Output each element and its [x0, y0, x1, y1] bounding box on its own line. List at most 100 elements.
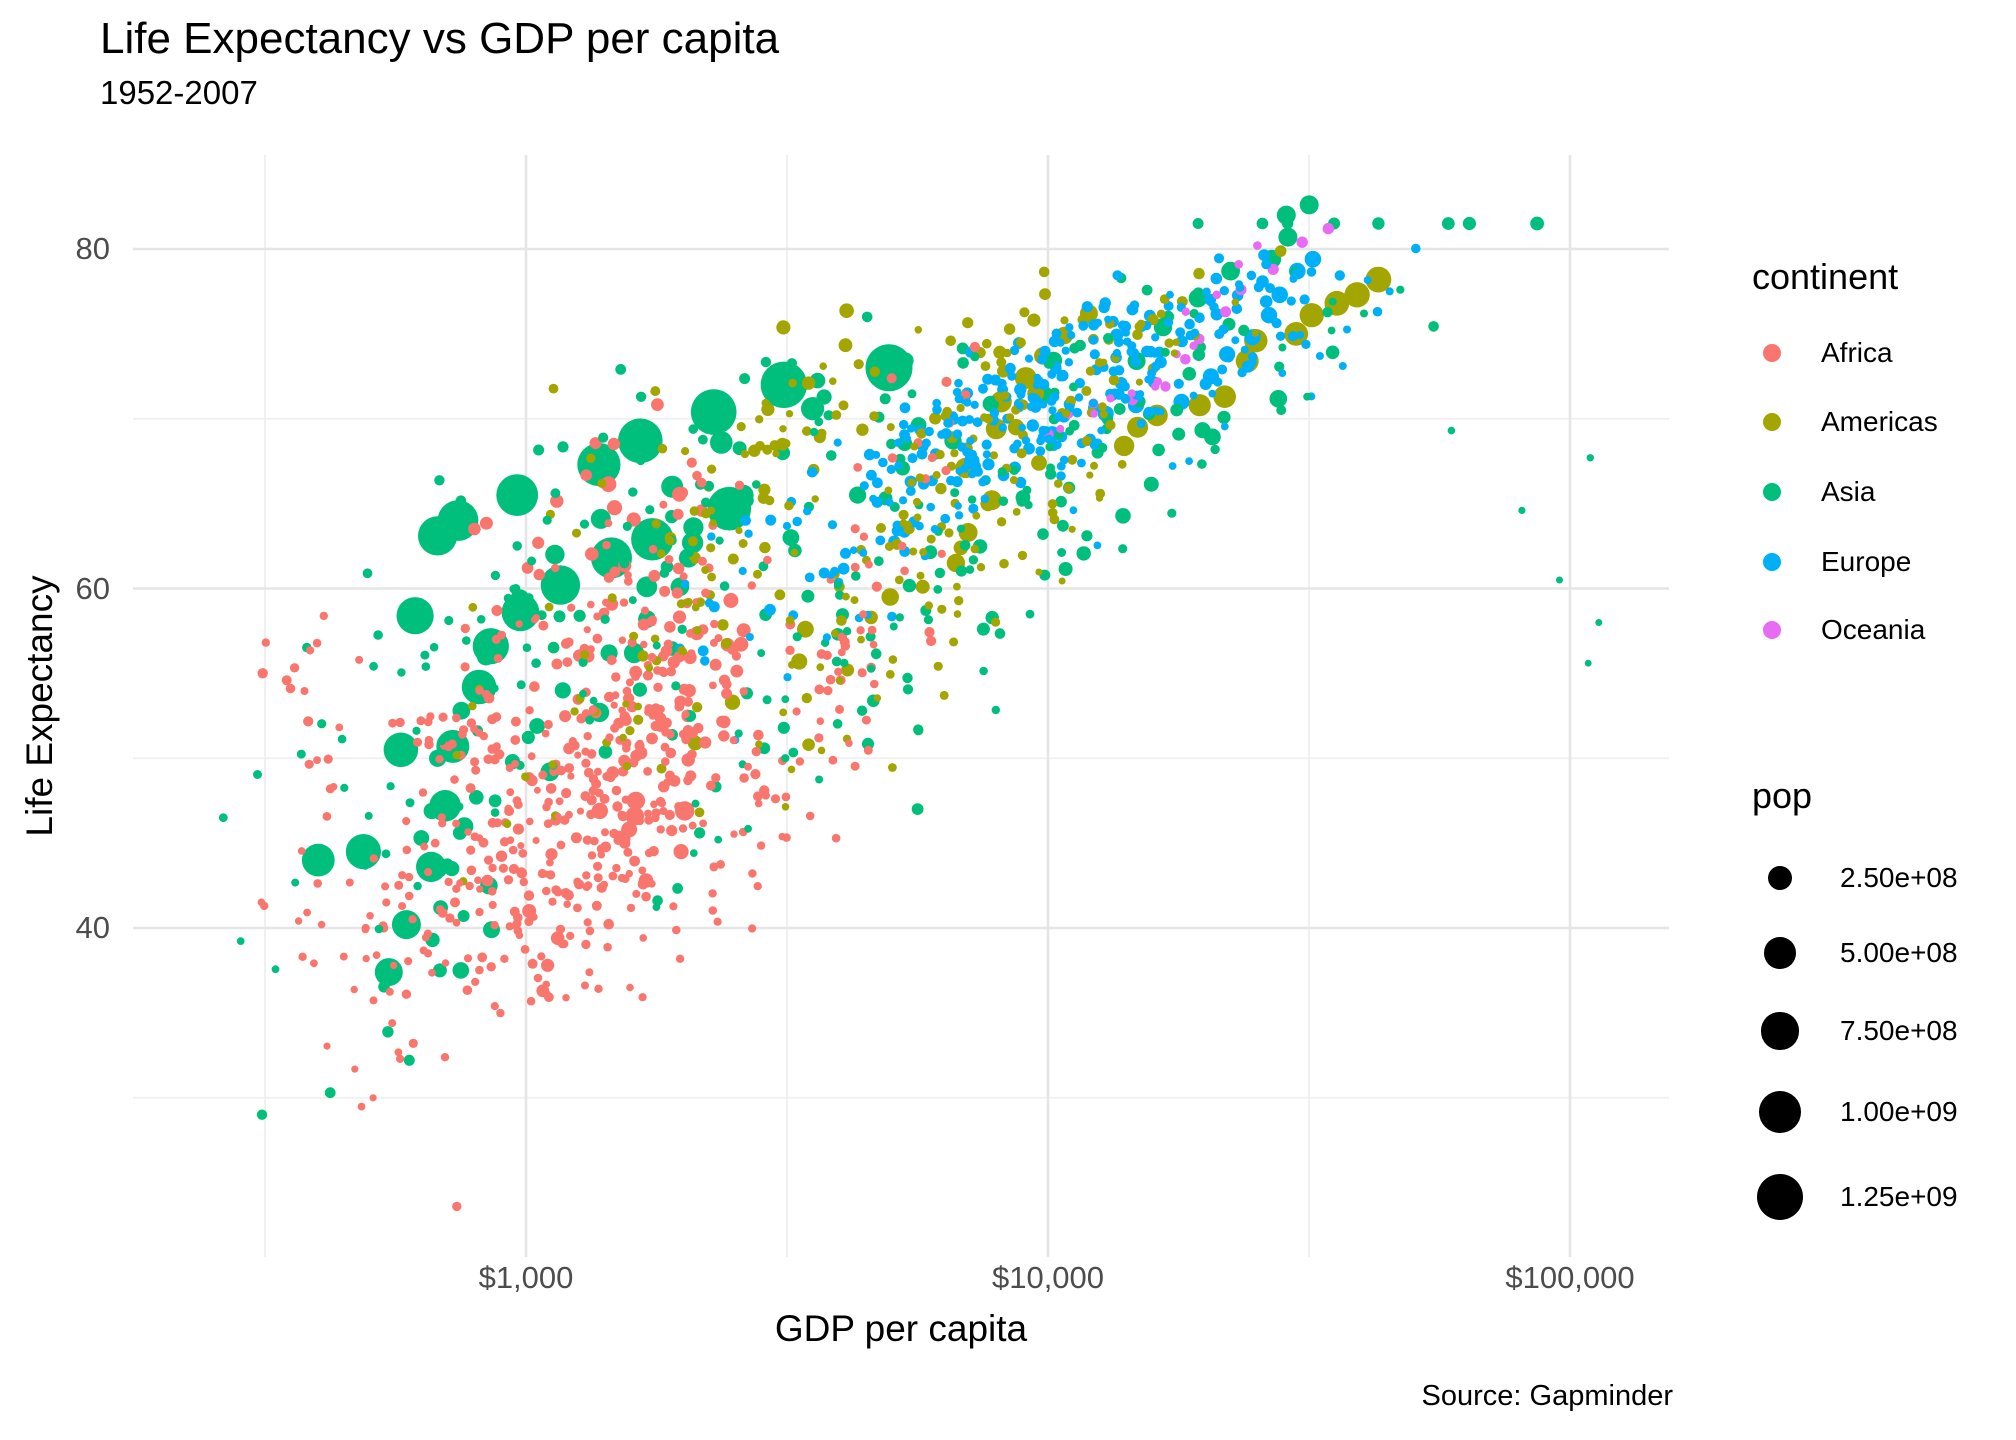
data-point	[1058, 577, 1066, 585]
data-point	[618, 636, 627, 644]
data-point	[1015, 476, 1027, 489]
data-point	[567, 772, 575, 780]
data-point	[1047, 507, 1058, 518]
data-point	[648, 544, 658, 554]
data-point	[317, 719, 327, 729]
data-point	[548, 383, 559, 394]
data-point	[587, 600, 595, 609]
data-point	[744, 762, 752, 771]
data-point	[950, 449, 959, 458]
data-point	[648, 880, 656, 888]
data-point	[1208, 389, 1217, 398]
data-point	[621, 795, 630, 804]
data-point	[597, 478, 607, 488]
data-point	[957, 357, 969, 369]
legend-label: Africa	[1821, 337, 1893, 368]
data-point	[719, 581, 730, 591]
data-point	[1306, 267, 1317, 277]
data-point	[388, 1019, 397, 1028]
data-point	[543, 990, 551, 998]
data-point	[1192, 287, 1205, 300]
data-point	[915, 521, 924, 531]
data-point	[388, 718, 397, 728]
data-point	[602, 540, 611, 550]
data-point	[723, 593, 739, 608]
x-tick-label: $1,000	[478, 1260, 574, 1295]
data-point	[1115, 508, 1131, 524]
data-point	[957, 442, 967, 452]
data-point	[816, 389, 832, 405]
data-point	[629, 855, 640, 867]
data-point	[1259, 295, 1273, 308]
data-point	[337, 734, 347, 744]
data-point	[801, 589, 815, 603]
data-point	[1066, 331, 1076, 340]
data-point	[1085, 366, 1095, 376]
data-point	[385, 987, 394, 996]
data-point	[1271, 318, 1282, 329]
data-point	[493, 654, 503, 663]
data-point	[1093, 541, 1102, 550]
data-point	[869, 366, 880, 377]
data-point	[518, 849, 528, 858]
data-point	[481, 874, 494, 887]
data-point	[795, 757, 805, 766]
data-point	[916, 428, 927, 439]
data-point	[894, 438, 903, 448]
data-point	[625, 869, 633, 878]
data-point	[635, 739, 644, 748]
data-point	[980, 494, 990, 504]
legend-label: Americas	[1821, 406, 1938, 437]
data-point	[1447, 426, 1456, 435]
data-point	[490, 684, 499, 693]
data-point	[633, 750, 642, 759]
data-point	[1441, 217, 1455, 230]
chart-title: Life Expectancy vs GDP per capita	[100, 14, 780, 63]
data-point	[1253, 282, 1264, 293]
data-point	[538, 770, 548, 780]
data-point	[833, 580, 843, 590]
legend-label: Europe	[1821, 546, 1912, 577]
data-point	[881, 588, 899, 606]
data-point	[622, 686, 632, 696]
data-point	[611, 691, 620, 700]
data-point	[753, 569, 762, 579]
data-point	[568, 737, 577, 746]
data-point	[527, 752, 536, 761]
data-point	[468, 522, 481, 536]
data-point	[779, 708, 788, 717]
data-point	[656, 705, 665, 714]
data-point	[886, 438, 897, 450]
data-point	[488, 900, 497, 910]
data-point	[617, 810, 626, 819]
data-point	[398, 902, 407, 911]
data-point	[486, 962, 496, 972]
data-point	[681, 579, 690, 589]
data-point	[373, 630, 383, 640]
data-point	[1099, 410, 1108, 419]
data-point	[581, 939, 591, 950]
data-point	[781, 438, 791, 449]
data-point	[612, 801, 623, 812]
data-point	[525, 706, 534, 715]
data-point	[665, 729, 675, 739]
data-point	[871, 648, 881, 658]
data-point	[764, 495, 775, 506]
data-point	[574, 751, 582, 759]
data-point	[949, 412, 958, 421]
data-point	[435, 755, 444, 764]
data-point	[1112, 348, 1121, 358]
data-point	[929, 412, 942, 425]
data-point	[681, 447, 690, 456]
data-point	[462, 636, 471, 645]
data-point	[669, 902, 678, 911]
data-point	[1120, 393, 1131, 404]
data-point	[832, 719, 843, 729]
data-point	[637, 650, 649, 662]
data-point	[1372, 306, 1383, 317]
data-point	[979, 666, 988, 676]
data-point	[628, 487, 638, 497]
pop-key-dot	[1764, 937, 1796, 969]
data-point	[1009, 345, 1020, 356]
data-point	[1129, 300, 1140, 310]
